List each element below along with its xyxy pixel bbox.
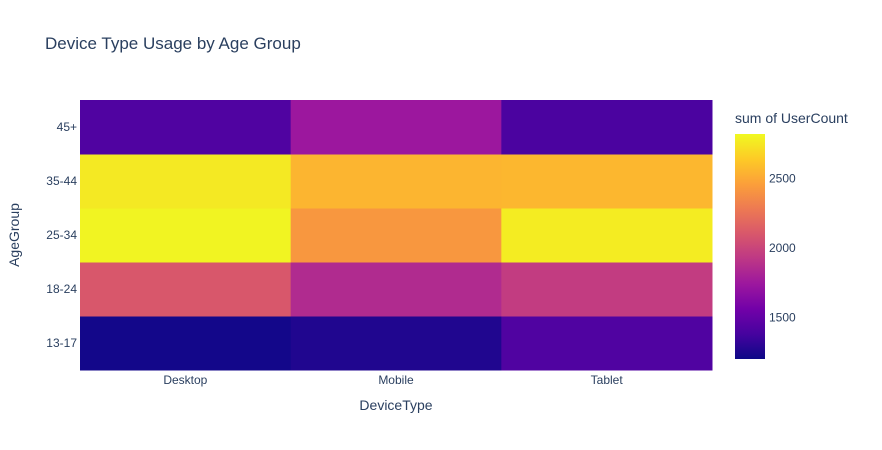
y-tick-label: 35-44 xyxy=(46,174,77,188)
heatmap-cell-45+-desktop xyxy=(80,100,292,155)
x-tick-label: Tablet xyxy=(591,373,624,387)
heatmap-cell-25-34-desktop xyxy=(80,208,292,263)
y-axis-title: AgeGroup xyxy=(6,203,22,267)
heatmap-cell-18-24-mobile xyxy=(290,262,502,317)
heatmap-cell-45+-mobile xyxy=(290,100,502,155)
heatmap-cell-13-17-mobile xyxy=(290,316,502,371)
x-axis-title: DeviceType xyxy=(359,397,432,413)
heatmap-cell-35-44-mobile xyxy=(290,154,502,209)
heatmap-cell-13-17-tablet xyxy=(501,316,713,371)
y-tick-label: 18-24 xyxy=(46,282,77,296)
colorbar-title: sum of UserCount xyxy=(735,110,848,126)
x-tick-label: Mobile xyxy=(378,373,414,387)
y-axis-ticks: 13-17 18-24 25-34 35-44 45+ xyxy=(46,120,77,350)
colorbar-ticks: 1500 2000 2500 xyxy=(769,171,796,324)
heatmap-cells xyxy=(80,100,713,371)
colorbar-tick-label: 1500 xyxy=(769,310,796,324)
colorbar-tick-label: 2000 xyxy=(769,241,796,255)
colorbar-tick-label: 2500 xyxy=(769,171,796,185)
heatmap-cell-13-17-desktop xyxy=(80,316,292,371)
y-tick-label: 45+ xyxy=(57,120,77,134)
heatmap-cell-45+-tablet xyxy=(501,100,713,155)
heatmap-cell-35-44-desktop xyxy=(80,154,292,209)
x-axis-ticks: Desktop Mobile Tablet xyxy=(163,373,623,387)
colorbar xyxy=(735,134,765,359)
heatmap-cell-18-24-desktop xyxy=(80,262,292,317)
heatmap-cell-25-34-mobile xyxy=(290,208,502,263)
x-tick-label: Desktop xyxy=(163,373,207,387)
heatmap-cell-35-44-tablet xyxy=(501,154,713,209)
chart-title: Device Type Usage by Age Group xyxy=(45,34,301,53)
heatmap-cell-25-34-tablet xyxy=(501,208,713,263)
y-tick-label: 25-34 xyxy=(46,228,77,242)
y-tick-label: 13-17 xyxy=(46,336,77,350)
heatmap-cell-18-24-tablet xyxy=(501,262,713,317)
